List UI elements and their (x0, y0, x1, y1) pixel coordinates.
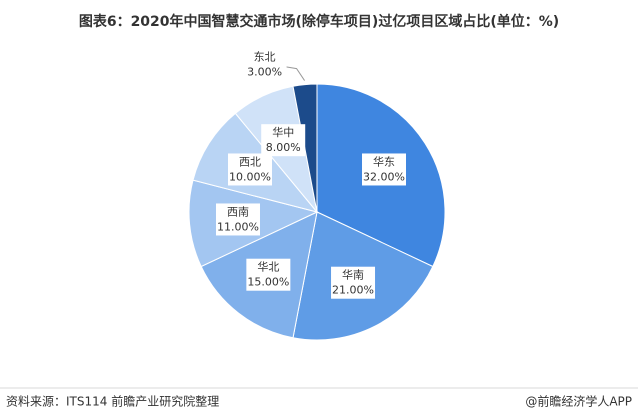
label-box (242, 48, 287, 81)
source-note: 资料来源：ITS114 前瞻产业研究院整理 (6, 394, 219, 409)
slice-label: 华东 (373, 154, 395, 168)
label-box (331, 266, 376, 299)
slice-label: 华中 (272, 125, 294, 139)
value-label: 8.00% (266, 141, 301, 154)
label-box (362, 153, 407, 186)
value-label: 11.00% (217, 220, 259, 233)
slice-label: 华南 (342, 268, 364, 282)
label-box (215, 203, 260, 236)
slice-label: 华北 (257, 260, 279, 274)
value-label: 15.00% (247, 276, 289, 289)
label-box (261, 124, 306, 157)
label-box (227, 153, 272, 186)
slice-label: 西北 (239, 155, 261, 168)
brand: @前瞻经济学人APP (525, 394, 632, 409)
slice-label: 西南 (227, 205, 249, 218)
label-box (246, 258, 291, 291)
slice-label: 东北 (254, 51, 276, 64)
leader-line (284, 66, 305, 81)
value-label: 32.00% (363, 170, 405, 183)
value-label: 10.00% (229, 170, 271, 183)
chart-title: 图表6：2020年中国智慧交通市场(除停车项目)过亿项目区域占比(单位：%) (79, 13, 559, 30)
value-label: 3.00% (247, 66, 282, 79)
value-label: 21.00% (332, 284, 374, 297)
